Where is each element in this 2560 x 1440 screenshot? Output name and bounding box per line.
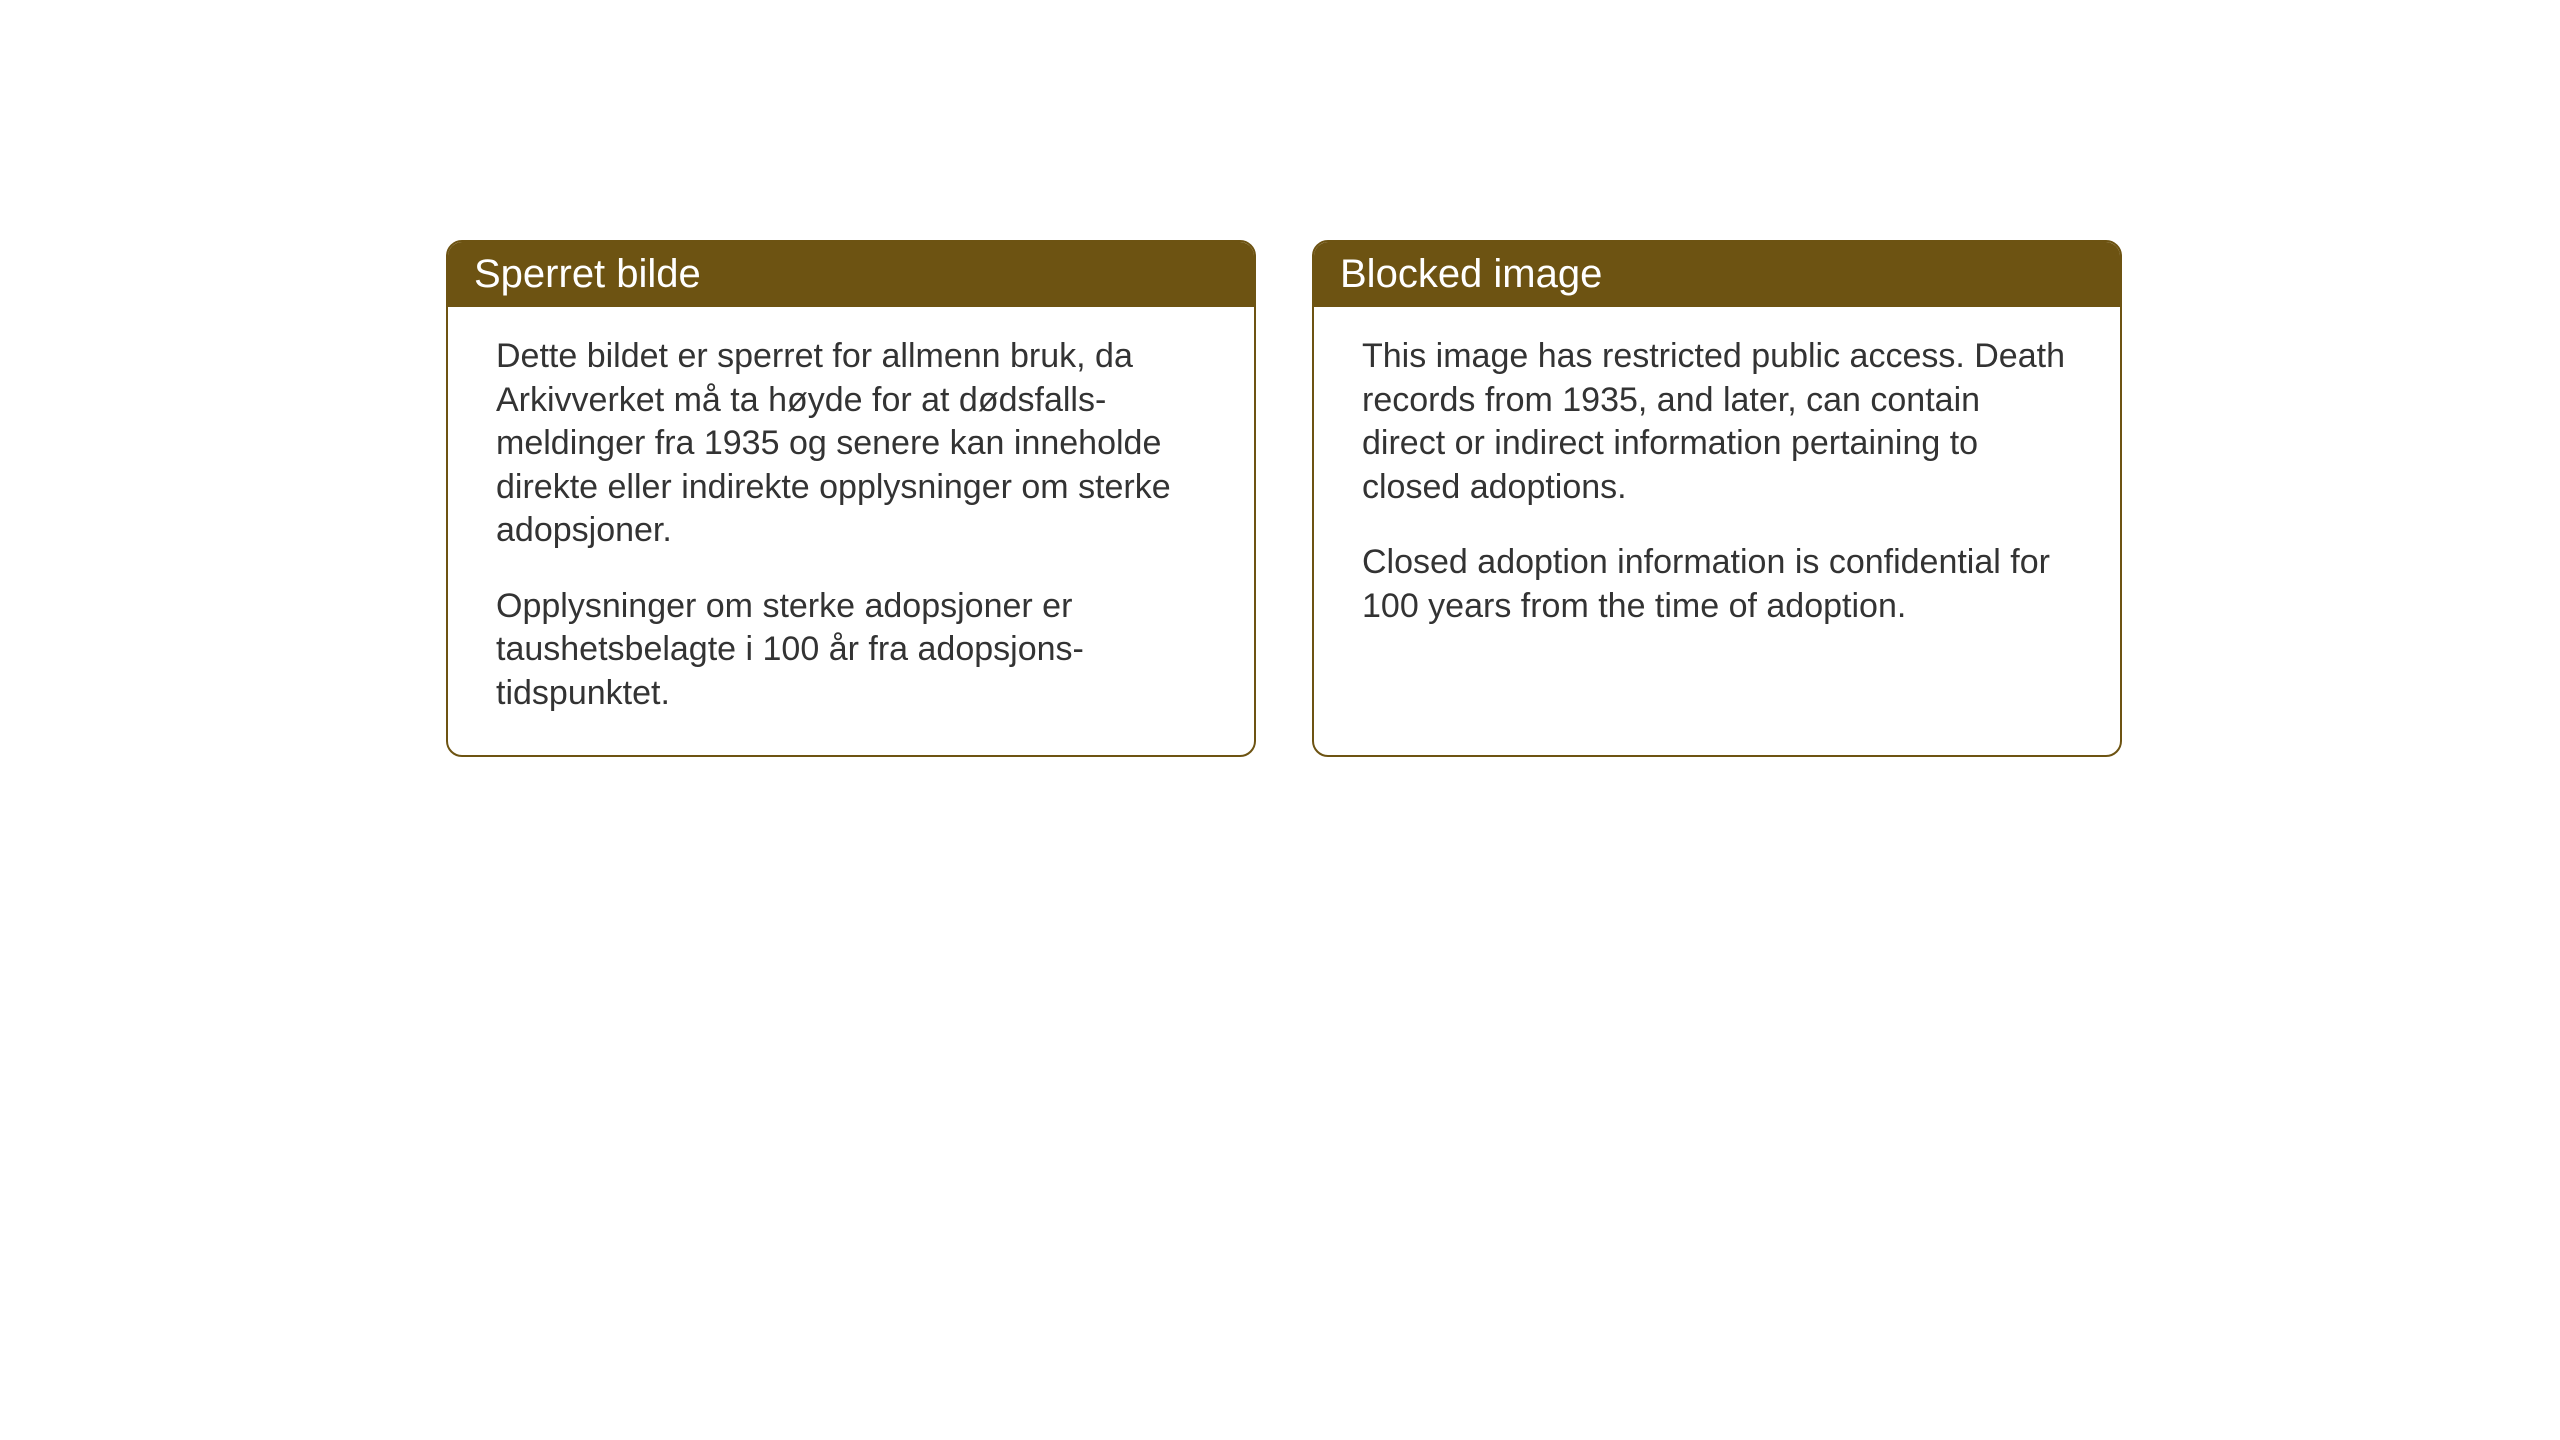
notice-card-english: Blocked image This image has restricted … bbox=[1312, 240, 2122, 757]
card-header: Sperret bilde bbox=[448, 242, 1254, 307]
card-paragraph: Dette bildet er sperret for allmenn bruk… bbox=[496, 335, 1206, 553]
card-body: This image has restricted public access.… bbox=[1314, 307, 2120, 668]
card-header: Blocked image bbox=[1314, 242, 2120, 307]
card-paragraph: Opplysninger om sterke adopsjoner er tau… bbox=[496, 585, 1206, 716]
card-title: Blocked image bbox=[1340, 252, 1602, 296]
card-paragraph: Closed adoption information is confident… bbox=[1362, 541, 2072, 628]
card-paragraph: This image has restricted public access.… bbox=[1362, 335, 2072, 509]
notice-card-norwegian: Sperret bilde Dette bildet er sperret fo… bbox=[446, 240, 1256, 757]
card-title: Sperret bilde bbox=[474, 252, 701, 296]
card-body: Dette bildet er sperret for allmenn bruk… bbox=[448, 307, 1254, 755]
notice-container: Sperret bilde Dette bildet er sperret fo… bbox=[446, 240, 2122, 757]
